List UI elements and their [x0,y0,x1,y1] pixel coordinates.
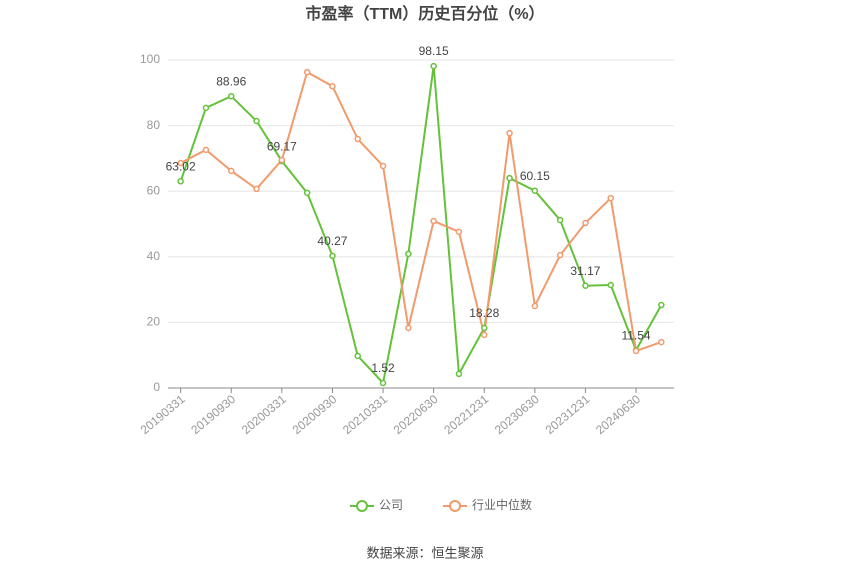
point [658,338,665,346]
legend-marker [356,500,368,512]
legend-marker [449,500,461,512]
x-tick-label: 20221231 [441,392,491,437]
y-tick-label: 0 [153,380,160,394]
point [303,68,311,76]
point [202,146,210,154]
point [253,185,260,193]
point [379,379,387,387]
point [556,251,564,259]
point [278,156,286,164]
x-tick-label: 20200331 [239,392,289,437]
point [354,352,361,360]
point [506,174,513,182]
x-tick-label: 20190331 [138,392,188,437]
data-label: 60.15 [520,169,550,183]
series-line [180,70,662,353]
data-label: 69.17 [267,139,297,153]
point [202,104,210,112]
x-tick-label: 20231231 [543,392,593,437]
point [430,217,437,225]
y-tick-label: 60 [147,183,161,197]
data-label: 63.02 [166,159,196,173]
point [607,194,614,202]
point [632,347,640,355]
data-label: 40.27 [317,234,347,248]
point [177,178,184,185]
point [455,370,463,378]
data-label: 11.54 [621,328,650,342]
source: 数据来源：恒生聚源 [366,545,483,560]
point [531,302,539,310]
point [658,301,665,309]
point [379,162,387,170]
y-tick-label: 80 [147,118,161,132]
point [228,167,235,175]
point [329,82,336,90]
x-tick-label: 20210331 [340,392,390,437]
data-label: 18.28 [469,306,499,320]
chart-title: 市盈率（TTM）历史百分位（%） [305,4,544,23]
data-label: 88.96 [216,74,246,88]
point [354,135,361,143]
point [303,189,311,197]
data-label: 98.15 [419,44,449,58]
point [582,219,589,227]
point [481,324,488,332]
point [253,117,260,125]
series-line [179,65,663,386]
y-tick-label: 40 [147,249,161,263]
y-tick-label: 20 [147,315,161,329]
point [607,281,614,289]
point [481,331,488,339]
x-tick-label: 20200930 [290,392,340,437]
point [177,159,184,167]
x-tick-label: 20190930 [188,392,238,437]
point [405,324,412,332]
x-tick-label: 20220630 [391,392,441,437]
point [582,282,589,290]
x-tick-label: 20240630 [593,392,643,437]
y-tick-label: 100 [140,52,160,66]
legend-label: 公司 [379,498,403,512]
point [405,250,412,258]
point [430,62,437,70]
point [556,216,564,224]
point [455,228,463,236]
data-label: 31.17 [570,264,600,278]
legend-label: 行业中位数 [472,497,532,512]
point [228,92,235,100]
x-tick-label: 20230630 [492,392,542,437]
point [329,252,336,260]
data-label: 1.52 [371,361,395,375]
point [506,129,513,137]
point [531,187,539,194]
